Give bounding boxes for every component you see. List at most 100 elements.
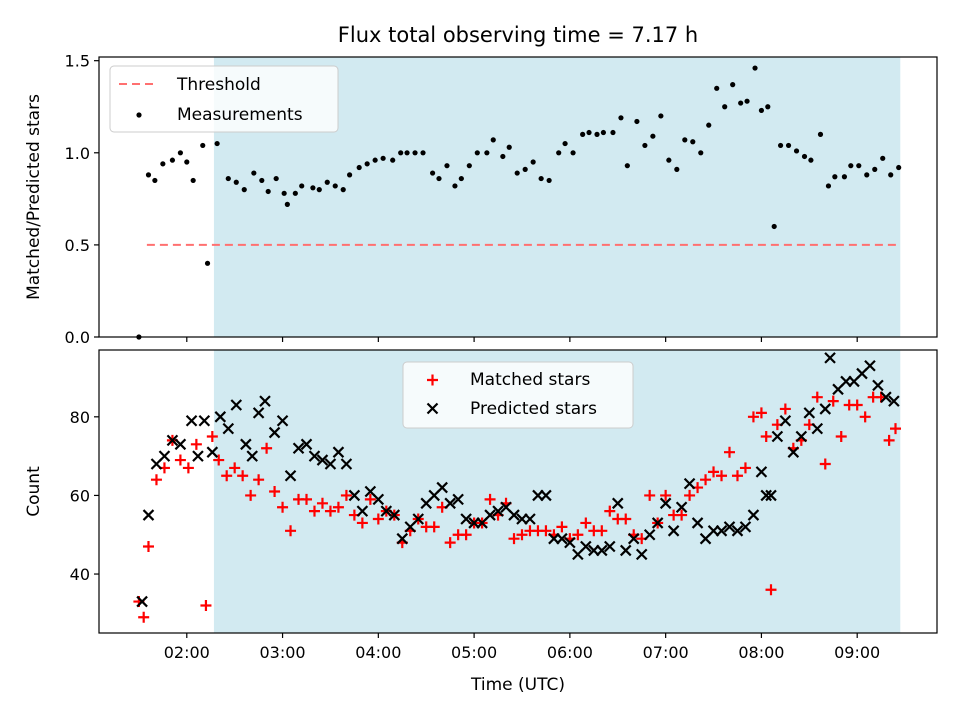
data-point <box>819 458 831 470</box>
data-point <box>819 403 832 415</box>
data-point <box>660 489 672 501</box>
data-point <box>246 450 259 462</box>
data-point <box>261 442 273 454</box>
data-point <box>158 450 171 462</box>
legend-top: Threshold Measurements <box>109 65 339 133</box>
data-point <box>883 434 895 446</box>
data-point <box>888 395 900 407</box>
data-point <box>556 521 568 533</box>
data-point <box>524 513 536 525</box>
data-point <box>230 399 243 411</box>
data-point <box>474 150 480 156</box>
data-point <box>206 430 218 442</box>
data-point <box>308 450 321 462</box>
data-point <box>184 159 190 165</box>
y-tick-label: 80 <box>70 408 90 427</box>
data-point <box>213 454 225 466</box>
data-point <box>651 517 664 529</box>
x-axis-label: Time (UTC) <box>470 675 565 695</box>
data-point <box>508 533 520 545</box>
data-point <box>731 525 744 537</box>
data-point <box>484 509 496 521</box>
data-point <box>310 185 316 191</box>
data-point <box>200 599 212 611</box>
x-tick-label: 02:00 <box>164 643 210 662</box>
x-tick-label: 05:00 <box>451 643 497 662</box>
data-point <box>872 166 878 172</box>
data-point <box>604 505 616 517</box>
data-point <box>787 446 800 458</box>
data-point <box>452 493 464 506</box>
data-point <box>340 187 346 193</box>
data-point <box>731 470 743 482</box>
data-point <box>404 150 410 156</box>
data-point <box>396 532 409 545</box>
data-point <box>658 113 664 119</box>
data-point <box>667 525 680 537</box>
data-point <box>864 359 876 372</box>
data-point <box>564 536 576 549</box>
data-point <box>390 157 396 163</box>
data-point <box>364 161 370 167</box>
bottom-panel-count: 40 60 80 02:00 03:00 04:00 05:00 06:00 07:00 08:0… <box>24 349 938 662</box>
legend-bottom: Matched stars Predicted stars <box>402 361 634 429</box>
legend-swatch-predicted <box>426 402 439 415</box>
data-point <box>281 190 287 196</box>
data-point <box>570 150 576 156</box>
data-point <box>292 442 305 455</box>
data-point <box>233 179 239 185</box>
data-point <box>356 505 369 517</box>
data-point <box>723 446 735 458</box>
data-point <box>372 493 385 506</box>
data-point <box>190 177 196 184</box>
legend-box <box>402 361 634 429</box>
data-point <box>285 525 297 537</box>
data-point <box>538 175 544 182</box>
data-point <box>760 430 772 442</box>
data-point <box>540 525 552 537</box>
data-point <box>835 430 847 442</box>
data-point <box>752 65 758 71</box>
top-panel-matched-predicted-ratio: 0.0 0.5 1.0 1.5 Matched/Predicted stars Thres… <box>24 52 938 347</box>
axes-frame <box>98 56 938 338</box>
legend-swatch-measurements <box>136 112 142 118</box>
data-point <box>169 157 176 163</box>
data-point <box>204 260 211 266</box>
x-tick-label: 07:00 <box>643 643 689 662</box>
data-point <box>596 544 608 557</box>
data-point <box>430 170 436 176</box>
data-point <box>436 175 442 182</box>
data-point <box>808 157 814 163</box>
x-tick-label: 06:00 <box>547 643 593 662</box>
data-point <box>428 521 440 533</box>
data-point <box>659 497 672 510</box>
data-point <box>214 411 227 423</box>
data-point <box>380 505 393 517</box>
data-point <box>138 611 150 623</box>
data-point <box>364 493 376 505</box>
data-point <box>620 513 632 525</box>
x-tick-label: 03:00 <box>260 643 306 662</box>
data-point <box>460 529 472 541</box>
data-point <box>691 517 704 529</box>
data-point <box>758 107 765 114</box>
figure-title: Flux total observing time = 7.17 h <box>338 23 698 47</box>
data-point <box>340 489 352 501</box>
data-point <box>259 177 265 184</box>
data-point <box>777 142 784 149</box>
data-point <box>324 179 330 185</box>
data-point <box>372 513 384 525</box>
data-point <box>452 183 458 189</box>
data-point <box>765 584 777 596</box>
data-point <box>332 183 338 189</box>
y-tick-label: 0.0 <box>65 328 90 347</box>
data-point <box>241 187 247 193</box>
data-point <box>594 131 600 137</box>
data-point <box>627 532 640 545</box>
y-tick-label: 60 <box>70 486 90 505</box>
data-point <box>889 423 901 435</box>
x-tick-label: 09:00 <box>834 643 880 662</box>
data-point <box>690 139 696 145</box>
data-point <box>793 148 800 154</box>
data-point <box>192 450 204 462</box>
